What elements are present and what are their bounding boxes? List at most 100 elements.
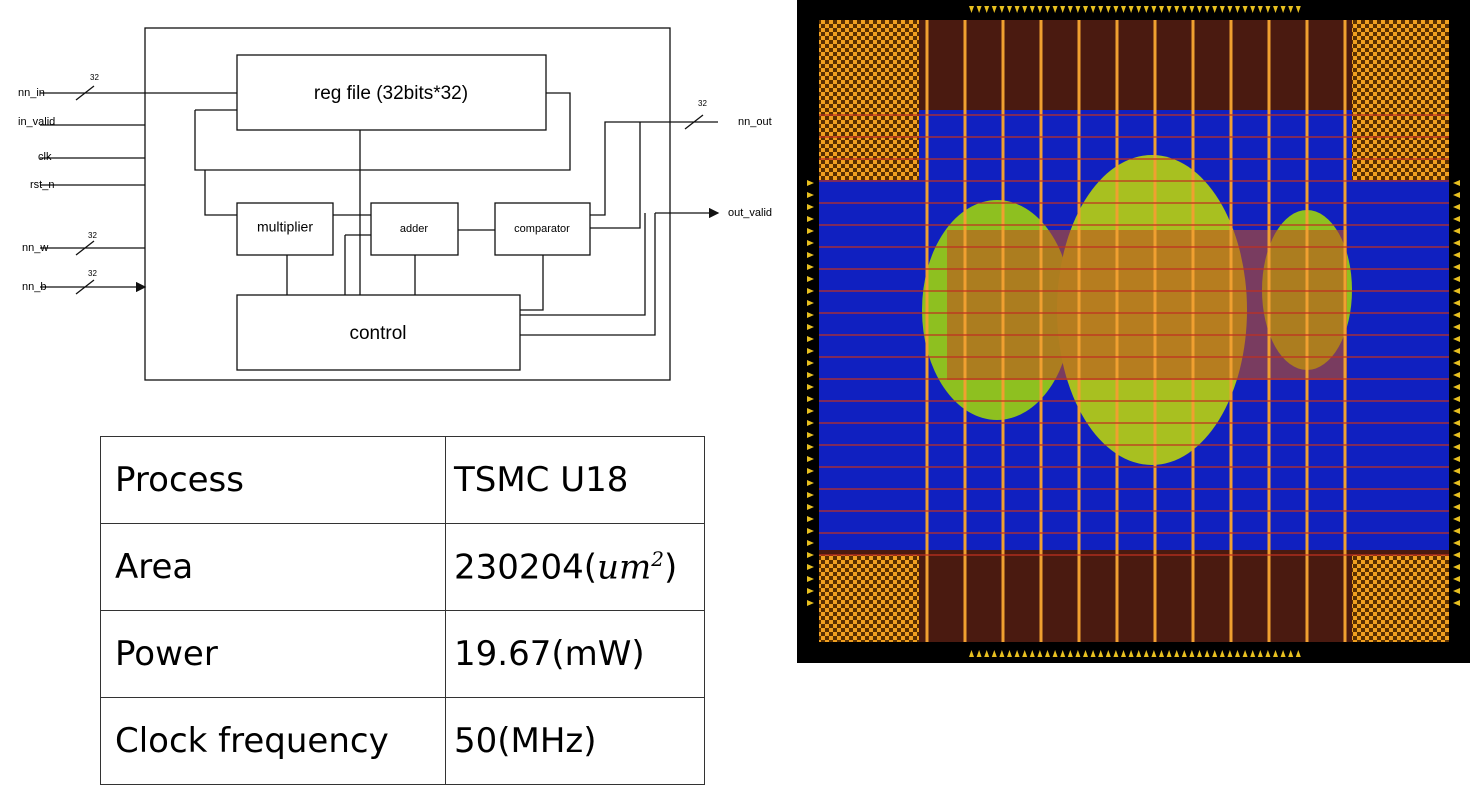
bus-width: 32: [90, 73, 99, 82]
route: [1060, 6, 1066, 13]
port-label: nn_b: [22, 281, 46, 293]
route: [1295, 6, 1301, 13]
route: [807, 468, 814, 474]
port-label: out_valid: [728, 207, 772, 219]
route: [999, 650, 1005, 657]
route: [1453, 420, 1460, 426]
route: [1453, 276, 1460, 282]
bus-width: 32: [88, 269, 97, 278]
route: [1067, 650, 1073, 657]
route: [1453, 264, 1460, 270]
route: [1295, 650, 1301, 657]
top-module: [144, 27, 671, 381]
block-diagram: nn_in 32 in_valid clk rst_n nn_w 32 nn_b…: [18, 27, 772, 381]
route: [807, 372, 814, 378]
route: [1453, 576, 1460, 582]
route: [1174, 6, 1180, 13]
table-row: Process TSMC U18: [100, 436, 705, 524]
route: [807, 456, 814, 462]
route: [1453, 516, 1460, 522]
route: [1052, 6, 1058, 13]
route: [807, 192, 814, 198]
bus-width: 32: [698, 99, 707, 108]
route: [1022, 650, 1028, 657]
route: [1453, 588, 1460, 594]
route: [1453, 492, 1460, 498]
route: [1453, 600, 1460, 606]
logic-cluster: [922, 155, 1352, 465]
block-label: reg file (32bits*32): [314, 83, 468, 104]
route: [1219, 6, 1225, 13]
route: [807, 600, 814, 606]
route: [1029, 6, 1035, 13]
route: [807, 360, 814, 366]
route: [1204, 6, 1210, 13]
route: [1453, 228, 1460, 234]
block-label: comparator: [514, 223, 570, 235]
block-label: multiplier: [257, 219, 313, 235]
route: [1151, 650, 1157, 657]
route: [1136, 6, 1142, 13]
route: [807, 504, 814, 510]
route: [1014, 6, 1020, 13]
route: [1128, 650, 1134, 657]
cell: 230204(um2): [445, 523, 705, 611]
route: [807, 408, 814, 414]
route: [1022, 6, 1028, 13]
route: [969, 650, 974, 657]
route: [1105, 6, 1111, 13]
route: [1098, 6, 1104, 13]
route: [991, 6, 997, 13]
table-row: Clock frequency 50(MHz): [100, 697, 705, 785]
wires: [40, 85, 718, 336]
chip-layout: [797, 0, 1470, 663]
route: [807, 480, 814, 486]
route: [1090, 650, 1096, 657]
route: [1121, 6, 1126, 13]
route: [1273, 650, 1278, 657]
route: [1189, 650, 1195, 657]
route: [807, 204, 814, 210]
port-label: in_valid: [18, 116, 55, 128]
route: [984, 650, 990, 657]
route: [1113, 6, 1119, 13]
route: [807, 564, 814, 570]
pad: [819, 555, 919, 642]
route: [1257, 650, 1263, 657]
route: [1453, 504, 1460, 510]
input-wires: [40, 92, 145, 287]
route: [1453, 528, 1460, 534]
route: [1453, 324, 1460, 330]
route: [1453, 372, 1460, 378]
route: [807, 288, 814, 294]
cell: Power: [100, 610, 446, 698]
route: [1083, 6, 1088, 13]
route: [807, 576, 814, 582]
route: [1453, 336, 1460, 342]
route: [807, 252, 814, 258]
route: [1075, 6, 1081, 13]
output-wires: [640, 121, 718, 213]
route: [1174, 650, 1180, 657]
route: [1037, 650, 1043, 657]
route: [1151, 6, 1157, 13]
route: [807, 540, 814, 546]
route: [1453, 204, 1460, 210]
route: [1098, 650, 1104, 657]
route: [1453, 192, 1460, 198]
route: [1273, 6, 1278, 13]
route: [1453, 408, 1460, 414]
route: [1453, 540, 1460, 546]
route: [1453, 480, 1460, 486]
port-label: nn_in: [18, 87, 45, 99]
control-box: [236, 294, 521, 371]
route: [1045, 6, 1050, 13]
route: [976, 6, 982, 13]
pad: [819, 20, 919, 180]
wire: [145, 92, 656, 336]
route: [976, 650, 982, 657]
route: [1113, 650, 1119, 657]
route: [1029, 650, 1035, 657]
cell: Process: [100, 436, 446, 524]
route: [807, 492, 814, 498]
